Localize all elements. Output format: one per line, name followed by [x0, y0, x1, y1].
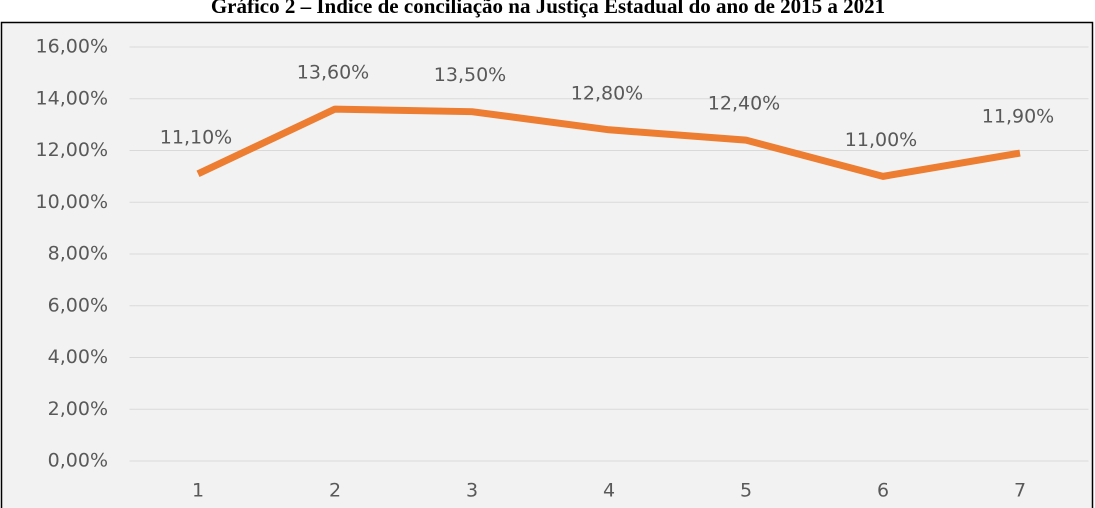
data-label: 13,50%: [434, 64, 506, 86]
data-label: 12,40%: [708, 93, 780, 115]
y-tick-label: 14,00%: [36, 87, 108, 109]
x-tick-label: 7: [1014, 480, 1026, 502]
x-tick-label: 2: [329, 480, 341, 502]
x-tick-label: 3: [466, 480, 478, 502]
data-label: 13,60%: [297, 62, 369, 84]
chart-frame: [0, 21, 1094, 508]
data-label: 12,80%: [571, 82, 643, 104]
data-label: 11,00%: [845, 129, 917, 151]
x-tick-label: 6: [877, 480, 889, 502]
data-label: 11,90%: [982, 106, 1054, 128]
y-tick-label: 4,00%: [48, 346, 108, 368]
y-tick-label: 0,00%: [48, 450, 108, 472]
x-tick-label: 5: [740, 480, 752, 502]
y-tick-label: 12,00%: [36, 139, 108, 161]
y-tick-label: 10,00%: [36, 191, 108, 213]
y-tick-label: 16,00%: [36, 36, 108, 58]
x-tick-label: 1: [192, 480, 204, 502]
line: [196, 105, 1021, 180]
y-tick-label: 6,00%: [48, 294, 108, 316]
x-tick-label: 4: [603, 480, 615, 502]
data-label: 11,10%: [160, 126, 232, 148]
y-tick-label: 8,00%: [48, 243, 108, 265]
chart-title: Gráfico 2 – Índice de conciliação na Jus…: [211, 0, 885, 18]
y-tick-label: 2,00%: [48, 398, 108, 420]
